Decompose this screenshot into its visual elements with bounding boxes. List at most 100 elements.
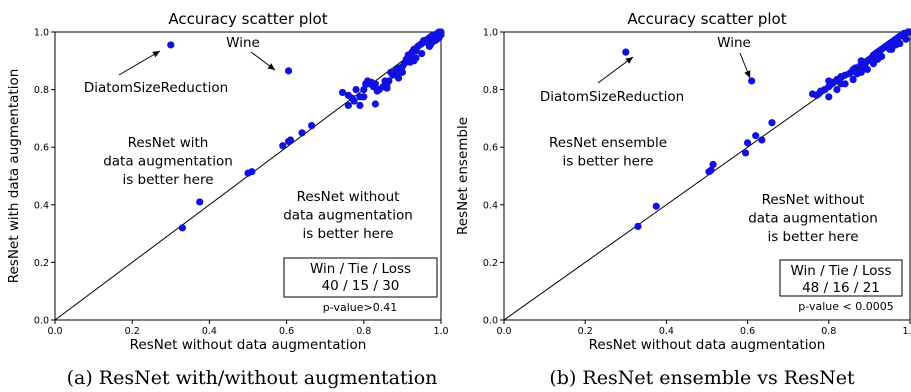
data-point: [248, 168, 256, 176]
data-point: [371, 80, 379, 88]
region-lower-label: data augmentation: [283, 208, 413, 224]
plot-frame: [54, 31, 442, 321]
x-axis-label: ResNet without data augmentation: [130, 337, 367, 353]
win-tie-loss-header: Win / Tie / Loss: [790, 263, 891, 279]
data-point: [634, 222, 642, 230]
callout-label: Wine: [717, 35, 751, 51]
data-point: [286, 136, 295, 144]
data-point: [360, 86, 368, 94]
data-point: [892, 41, 900, 49]
chart-panel-b: Accuracy scatter plot 0.0 0.2 0.4 0.6 0.8 1.0 0…: [455, 10, 911, 389]
data-point: [360, 93, 368, 101]
data-point: [344, 101, 352, 110]
data-point: [748, 77, 756, 85]
callout-label: DiatomSizeReduction: [84, 80, 228, 96]
y-axis-label: ResNet with data augmentation: [6, 69, 22, 284]
chart-panel-a: Accuracy scatter plot 0.0 0.2 0.4 0.6 0.8 1.0 0…: [6, 10, 449, 389]
plot-frame: [503, 31, 911, 321]
region-lower-label: ResNet without: [762, 192, 865, 208]
figure-caption: (a) ResNet with/without augmentation: [67, 367, 438, 389]
region-lower-label: is better here: [767, 229, 858, 245]
x-tick-label: 0.2: [578, 326, 593, 337]
y-tick-label: 0.8: [483, 85, 498, 96]
y-tick-label: 0.2: [483, 258, 498, 269]
region-upper-label: is better here: [562, 154, 653, 170]
data-point: [900, 32, 908, 40]
data-point: [821, 86, 829, 94]
x-tick-label: 0.2: [125, 326, 140, 337]
x-tick-label: 0.0: [47, 326, 62, 337]
data-point: [298, 129, 306, 137]
y-tick-label: 0.4: [483, 200, 498, 211]
data-point: [427, 39, 435, 48]
data-point: [707, 166, 715, 174]
data-point: [406, 58, 414, 66]
x-tick-label: 0.8: [356, 326, 371, 337]
data-point: [768, 119, 776, 127]
data-point: [308, 122, 316, 130]
x-tick-label: 0.4: [202, 326, 217, 337]
data-point: [815, 90, 823, 98]
data-point: [622, 48, 630, 56]
callout-label: DiatomSizeReduction: [540, 89, 684, 105]
callout-arrow-head: [744, 70, 751, 78]
callout-arrow-head: [625, 57, 633, 64]
data-point: [837, 80, 845, 88]
data-point: [418, 50, 426, 58]
callout-arrow-head: [152, 51, 160, 58]
win-tie-loss-box: [779, 259, 903, 297]
region-upper-label: ResNet with: [128, 135, 209, 151]
data-point: [825, 77, 833, 85]
y-tick-label: 0.0: [483, 316, 498, 327]
y-axis-label: ResNet ensemble: [455, 117, 471, 235]
region-upper-label: is better here: [122, 172, 213, 188]
region-lower-label: ResNet without: [297, 189, 400, 205]
figure-caption: (b) ResNet ensemble vs ResNet: [549, 367, 855, 389]
data-point: [385, 77, 393, 85]
data-point: [886, 45, 894, 53]
y-tick-label: 0.6: [483, 143, 498, 154]
data-point: [371, 100, 379, 108]
data-point: [398, 68, 406, 76]
data-point: [853, 70, 861, 78]
data-point: [167, 41, 175, 49]
data-point: [825, 93, 833, 101]
p-value-label: p-value>0.41: [323, 301, 397, 314]
y-tick-label: 0.0: [34, 316, 49, 327]
p-value-label: p-value < 0.0005: [798, 300, 893, 313]
y-tick-label: 1.0: [483, 28, 498, 39]
callout-arrow-shaft: [118, 50, 161, 76]
y-tick-label: 0.2: [34, 258, 49, 269]
data-point: [352, 86, 360, 94]
x-tick-label: 1.0: [902, 326, 911, 337]
y-tick-label: 1.0: [34, 28, 49, 39]
x-tick-label: 0.8: [821, 326, 836, 337]
region-upper-label: data augmentation: [103, 154, 233, 170]
data-point: [356, 101, 364, 110]
data-point: [284, 67, 293, 75]
y-tick-label: 0.8: [34, 85, 49, 96]
data-point: [383, 84, 391, 92]
x-axis-label: ResNet without data augmentation: [589, 337, 826, 353]
region-upper-label: ResNet ensemble: [549, 135, 667, 151]
y-tick-label: 0.6: [34, 143, 49, 154]
data-point: [857, 57, 865, 65]
y-tick-label: 0.4: [34, 200, 49, 211]
data-point: [652, 202, 660, 210]
data-point: [709, 160, 717, 169]
region-lower-label: is better here: [302, 226, 393, 242]
data-point: [338, 88, 347, 97]
data-point: [906, 28, 911, 36]
data-point: [196, 198, 204, 206]
callout-arrow-shaft: [597, 56, 634, 84]
callout-label: Wine: [226, 35, 260, 51]
region-lower-label: data augmentation: [748, 211, 878, 227]
x-tick-label: 0.6: [740, 326, 755, 337]
callout-arrow-head: [267, 63, 275, 70]
data-point: [849, 75, 857, 84]
x-tick-label: 1.0: [433, 326, 448, 337]
data-point: [741, 149, 750, 157]
chart-title: Accuracy scatter plot: [168, 10, 327, 28]
data-point: [394, 74, 403, 82]
